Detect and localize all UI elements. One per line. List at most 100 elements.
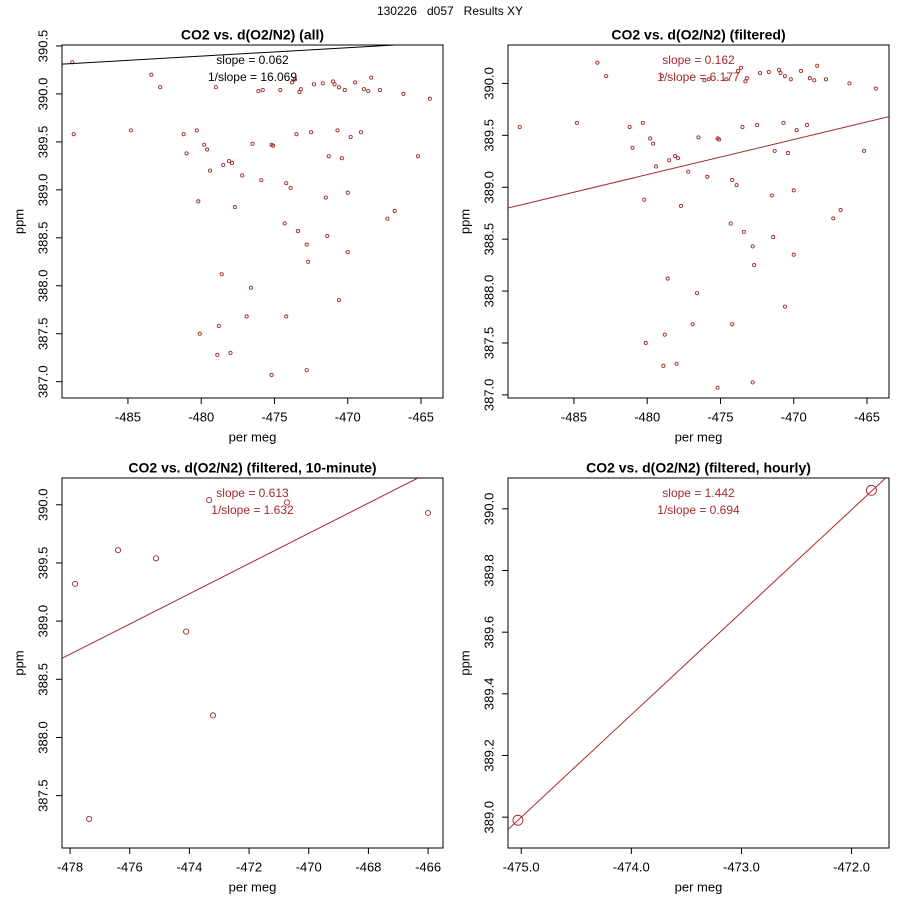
point xyxy=(724,77,729,82)
point xyxy=(194,128,199,133)
point xyxy=(283,499,291,506)
y-tick-label: 389.5 xyxy=(35,126,50,159)
point xyxy=(240,173,245,178)
point xyxy=(216,324,221,329)
x-tick-label: -478 xyxy=(57,859,83,874)
point xyxy=(781,120,786,125)
annotation: 1/slope = 0.694 xyxy=(657,503,740,517)
y-axis-label: ppm xyxy=(457,209,472,234)
point xyxy=(323,195,328,200)
x-tick-label: -468 xyxy=(355,859,381,874)
point xyxy=(278,88,283,93)
point xyxy=(659,74,664,79)
x-tick-label: -485 xyxy=(115,409,141,424)
point xyxy=(769,193,774,198)
y-tick-label: 390.0 xyxy=(35,488,50,521)
point xyxy=(788,77,793,82)
x-tick-label: -470 xyxy=(781,409,807,424)
point xyxy=(306,259,311,264)
point xyxy=(667,158,672,163)
point xyxy=(339,156,344,161)
point xyxy=(353,80,358,85)
point xyxy=(705,174,710,179)
point xyxy=(320,81,325,86)
x-tick-label: -474.0 xyxy=(613,859,650,874)
point xyxy=(630,145,635,150)
point xyxy=(342,88,347,93)
panel-title: CO2 vs. d(O2/N2) (filtered, 10-minute) xyxy=(128,460,376,476)
y-tick-label: 387.5 xyxy=(481,327,496,360)
point xyxy=(228,350,233,355)
y-tick-label: 390.0 xyxy=(35,78,50,111)
point xyxy=(284,181,289,186)
y-tick-label: 388.5 xyxy=(35,663,50,696)
y-tick-label: 390.0 xyxy=(481,67,496,100)
point xyxy=(673,154,678,159)
point xyxy=(304,242,309,247)
point xyxy=(741,229,746,234)
point xyxy=(661,363,666,368)
point xyxy=(782,74,788,79)
y-tick-label: 389.5 xyxy=(481,119,496,152)
point xyxy=(757,70,763,76)
point xyxy=(229,160,235,166)
point xyxy=(791,252,796,257)
point xyxy=(771,235,776,240)
point xyxy=(205,147,210,152)
annotation: slope = 0.162 xyxy=(662,53,735,67)
point xyxy=(716,137,722,142)
point xyxy=(336,298,342,303)
point xyxy=(290,80,295,85)
point xyxy=(755,122,760,127)
point xyxy=(288,185,293,190)
point xyxy=(804,122,809,127)
point xyxy=(736,68,741,74)
point xyxy=(785,150,790,156)
point xyxy=(651,141,656,146)
y-axis-label: ppm xyxy=(457,650,472,675)
point xyxy=(366,88,371,94)
point xyxy=(648,136,653,141)
x-tick-label: -470 xyxy=(296,859,322,874)
point xyxy=(750,380,755,385)
point xyxy=(309,130,314,135)
fit-line xyxy=(508,116,889,209)
point xyxy=(227,159,232,164)
point xyxy=(206,497,213,504)
point xyxy=(766,69,771,75)
y-tick-label: 388.0 xyxy=(481,275,496,308)
point xyxy=(686,169,691,174)
point xyxy=(181,132,186,137)
point xyxy=(517,124,522,130)
point xyxy=(642,197,647,202)
point xyxy=(743,79,748,84)
point xyxy=(292,77,298,82)
point xyxy=(744,76,749,81)
x-tick-label: -473.0 xyxy=(723,859,760,874)
point xyxy=(250,141,255,146)
point xyxy=(311,82,317,87)
point xyxy=(336,85,342,90)
x-axis-label: per meg xyxy=(229,879,277,894)
point xyxy=(807,76,812,81)
fit-line xyxy=(62,45,395,65)
y-tick-label: 388.0 xyxy=(35,721,50,754)
x-axis-label: per meg xyxy=(675,429,723,444)
x-tick-label: -475 xyxy=(261,409,287,424)
point xyxy=(427,96,432,101)
point xyxy=(304,368,309,373)
point xyxy=(385,216,390,221)
panel-title: CO2 vs. d(O2/N2) (all) xyxy=(181,27,324,43)
point xyxy=(86,815,93,822)
y-tick-label: 389.4 xyxy=(481,678,496,711)
point xyxy=(752,263,757,268)
point xyxy=(358,130,363,135)
point xyxy=(259,178,264,183)
x-axis-label: per meg xyxy=(229,429,277,444)
point xyxy=(183,628,190,635)
point xyxy=(772,148,777,153)
panel-title: CO2 vs. d(O2/N2) (filtered, hourly) xyxy=(586,460,811,476)
point xyxy=(750,244,755,249)
y-tick-label: 388.0 xyxy=(35,269,50,302)
x-tick-label: -472 xyxy=(236,859,262,874)
